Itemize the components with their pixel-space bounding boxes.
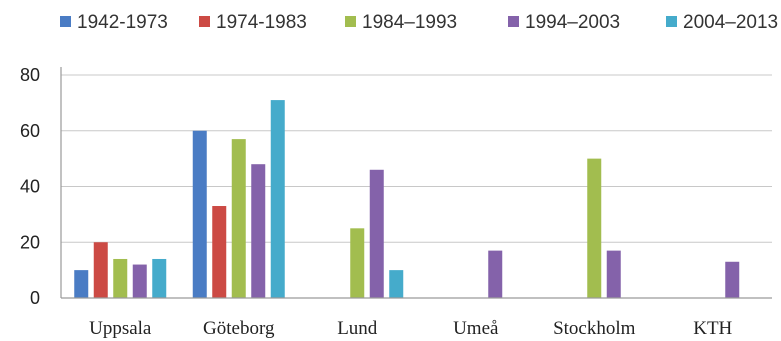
x-tick-label: Göteborg	[203, 318, 275, 339]
bars	[74, 100, 740, 299]
bar	[74, 270, 89, 298]
x-tick-label: Umeå	[453, 318, 499, 339]
legend-label: 1984–1993	[362, 12, 457, 33]
legend: 1942-1973 1974-1983 1984–1993 1994–2003 2004…	[60, 12, 778, 33]
bar	[369, 169, 384, 298]
legend-label: 2004–2013	[683, 12, 778, 33]
bar	[192, 130, 207, 298]
legend-label: 1942-1973	[77, 12, 168, 33]
bar	[270, 100, 285, 299]
x-tick-label: Stockholm	[553, 318, 636, 339]
legend-swatch	[199, 16, 210, 27]
bar	[132, 264, 147, 298]
bar	[251, 164, 266, 298]
bar	[587, 158, 602, 298]
bar	[231, 139, 246, 298]
bar	[389, 270, 404, 298]
y-tick-label: 0	[30, 288, 40, 308]
y-tick-label: 80	[20, 65, 40, 85]
y-axis: 0 20 40 60 80	[20, 65, 62, 308]
bar	[488, 250, 503, 298]
legend-swatch	[508, 16, 519, 27]
legend-swatch	[345, 16, 356, 27]
bar	[113, 258, 128, 298]
bar	[725, 261, 740, 298]
bar	[350, 228, 365, 298]
legend-label: 1994–2003	[525, 12, 620, 33]
legend-swatch	[60, 16, 71, 27]
y-tick-label: 20	[20, 232, 40, 252]
x-tick-label: KTH	[693, 318, 732, 339]
y-tick-label: 40	[20, 177, 40, 197]
legend-label: 1974-1983	[216, 12, 307, 33]
bar	[152, 258, 167, 298]
y-tick-label: 60	[20, 121, 40, 141]
x-tick-label: Uppsala	[89, 318, 152, 339]
x-tick-label: Lund	[337, 318, 378, 339]
x-axis: Uppsala Göteborg Lund Umeå Stockholm KTH	[61, 297, 772, 339]
bar	[606, 250, 621, 298]
bar	[212, 206, 227, 298]
bar	[93, 242, 108, 298]
grid-lines	[61, 74, 772, 243]
legend-swatch	[666, 16, 677, 27]
